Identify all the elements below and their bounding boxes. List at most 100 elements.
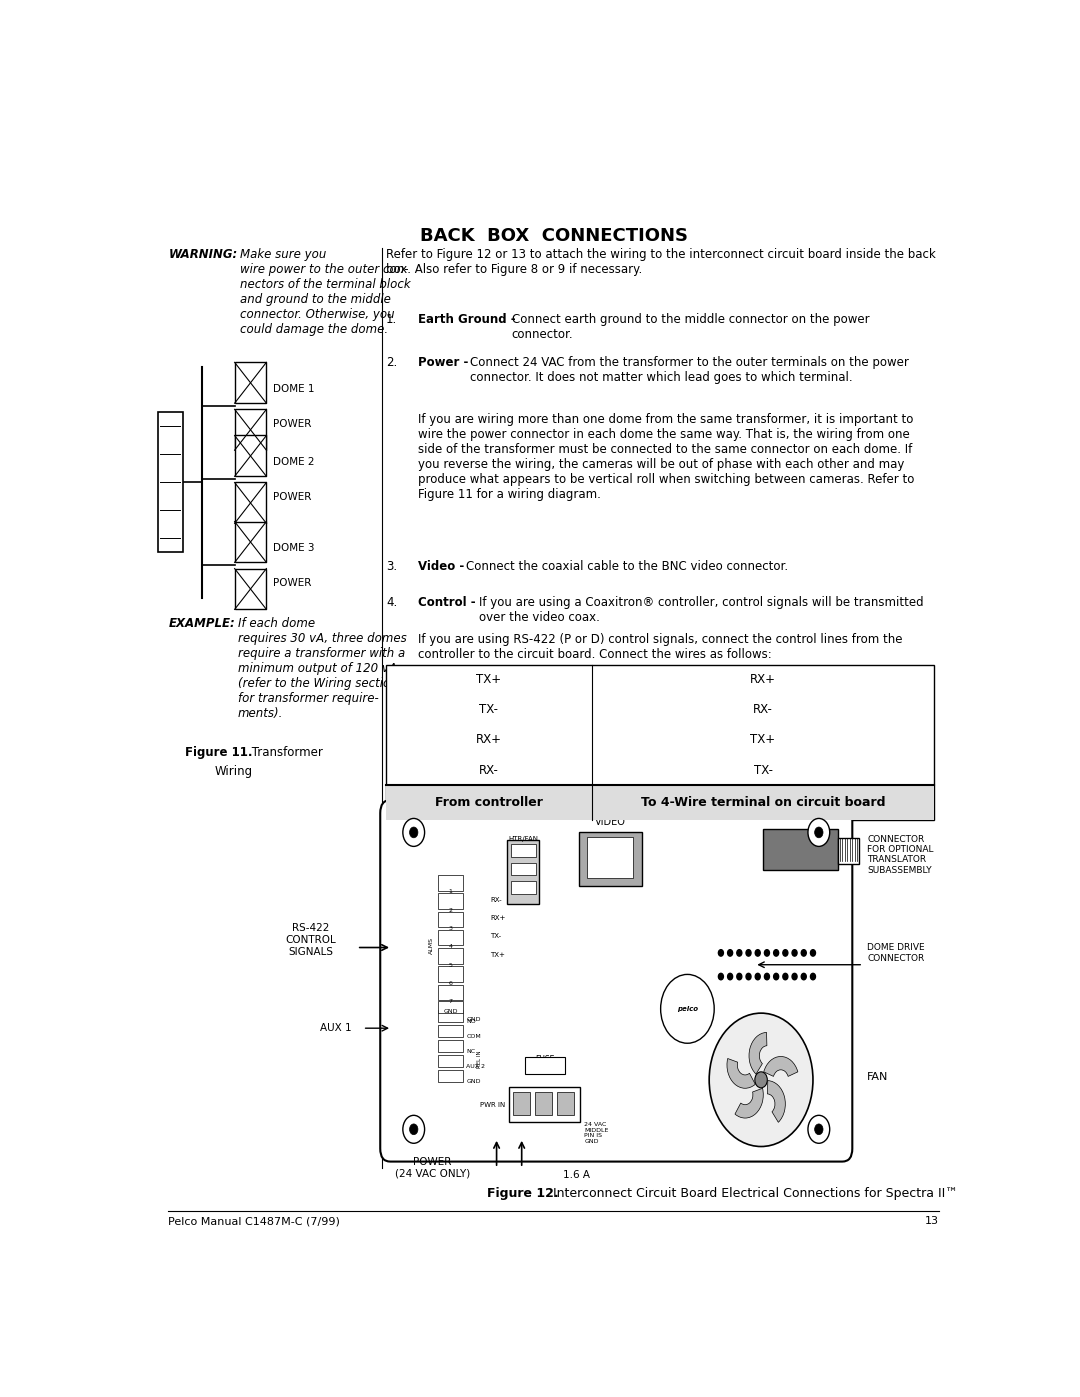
Text: 2: 2 [448,908,453,912]
Text: 1: 1 [448,890,453,894]
Text: 4: 4 [448,944,453,949]
Bar [387,785,934,820]
Text: From controller: From controller [435,796,543,809]
Circle shape [765,974,769,979]
Text: Figure 12.: Figure 12. [486,1187,558,1200]
Circle shape [773,974,779,979]
Text: CONNECTOR
FOR OPTIONAL
TRANSLATOR
SUBASSEMBLY: CONNECTOR FOR OPTIONAL TRANSLATOR SUBASS… [867,834,934,875]
Circle shape [746,950,751,956]
Circle shape [737,974,742,979]
Text: 13: 13 [924,1217,939,1227]
Text: PWR IN: PWR IN [480,1102,505,1108]
Bar [234,521,267,563]
Circle shape [792,974,797,979]
Text: COM: COM [467,1034,482,1039]
Text: 3.: 3. [387,560,397,573]
Circle shape [808,819,829,847]
Text: DOME 1: DOME 1 [273,384,314,394]
Text: If you are wiring more than one dome from the same transformer, it is important : If you are wiring more than one dome fro… [418,414,915,502]
Circle shape [728,950,732,956]
Text: GND: GND [443,1009,458,1014]
Text: BACK  BOX  CONNECTIONS: BACK BOX CONNECTIONS [419,226,688,244]
Text: If you are using RS-422 (P or D) control signals, connect the control lines from: If you are using RS-422 (P or D) control… [418,633,903,661]
Text: 1.6 A: 1.6 A [564,1171,591,1180]
Text: Power -: Power - [418,356,469,369]
Bar [158,412,183,552]
Text: VIDEO: VIDEO [595,817,625,827]
Text: Earth Ground -: Earth Ground - [418,313,515,326]
Wedge shape [735,1088,764,1118]
Circle shape [755,1071,767,1088]
Circle shape [810,974,815,979]
Circle shape [810,950,815,956]
Bar [438,893,463,909]
Text: 7: 7 [448,999,453,1004]
Bar [557,1091,573,1115]
Text: ALMS: ALMS [429,937,434,954]
Text: AUX 2: AUX 2 [467,1065,485,1070]
Text: AUX 1: AUX 1 [320,1023,352,1034]
Text: Connect the coaxial cable to the BNC video connector.: Connect the coaxial cable to the BNC vid… [467,560,788,573]
Text: TX+: TX+ [490,951,504,957]
Bar [234,569,267,609]
Bar [438,911,463,928]
Text: DOME 2: DOME 2 [273,457,314,467]
Circle shape [728,974,732,979]
Circle shape [409,827,418,838]
Bar [438,985,463,1000]
Text: HTR/FAN: HTR/FAN [509,835,538,841]
Bar [588,837,634,877]
Bar [508,840,539,904]
Text: Figure 11.: Figure 11. [186,746,253,760]
Text: 4.: 4. [387,595,397,609]
Bar [438,1070,463,1083]
Bar [438,1010,463,1021]
Circle shape [718,974,724,979]
Text: FAN: FAN [867,1071,889,1081]
Text: REL IN: REL IN [477,1051,483,1069]
Text: WARNING:: WARNING: [168,249,238,261]
Bar [438,949,463,964]
Text: 1.: 1. [387,313,397,326]
Circle shape [801,974,807,979]
Bar [509,1087,580,1122]
Text: TX+: TX+ [476,673,501,686]
Text: POWER: POWER [273,492,311,502]
Circle shape [792,950,797,956]
Circle shape [403,1115,424,1143]
Text: POWER: POWER [273,578,311,588]
Bar [234,409,267,450]
Circle shape [773,950,779,956]
Text: To 4-Wire terminal on circuit board: To 4-Wire terminal on circuit board [640,796,886,809]
FancyBboxPatch shape [380,800,852,1161]
Wedge shape [750,1032,767,1074]
Text: Connect 24 VAC from the transformer to the outer terminals on the power
connecto: Connect 24 VAC from the transformer to t… [470,356,908,384]
Text: Video -: Video - [418,560,464,573]
Text: GND: GND [467,1080,481,1084]
Text: Pelco Manual C1487M-C (7/99): Pelco Manual C1487M-C (7/99) [168,1217,340,1227]
Text: If each dome
requires 30 vA, three domes
require a transformer with a
minimum ou: If each dome requires 30 vA, three domes… [238,617,407,721]
Text: NC: NC [467,1049,475,1055]
Text: GND: GND [467,1017,481,1021]
Circle shape [409,1125,418,1134]
Text: 24 VAC
MIDDLE
PIN IS
GND: 24 VAC MIDDLE PIN IS GND [584,1122,609,1144]
Bar [438,1025,463,1037]
Text: FUSE: FUSE [536,1055,555,1065]
Text: Transformer: Transformer [248,746,323,760]
Text: RX+: RX+ [476,733,502,746]
Text: POWER
(24 VAC ONLY): POWER (24 VAC ONLY) [394,1157,470,1179]
Circle shape [737,950,742,956]
Text: RX-: RX- [753,703,773,717]
Text: RS-422
CONTROL
SIGNALS: RS-422 CONTROL SIGNALS [285,923,336,957]
Text: TX-: TX- [490,933,501,939]
Bar [234,482,267,524]
Bar [234,436,267,476]
Text: pelco: pelco [677,1006,698,1011]
Text: 6: 6 [448,981,453,986]
Text: RX-: RX- [490,897,501,902]
Circle shape [801,950,807,956]
Text: DOME DRIVE
CONNECTOR: DOME DRIVE CONNECTOR [867,943,924,963]
Circle shape [808,1115,829,1143]
Bar [438,930,463,946]
Text: Make sure you
wire power to the outer con-
nectors of the terminal block
and gro: Make sure you wire power to the outer co… [240,249,410,337]
